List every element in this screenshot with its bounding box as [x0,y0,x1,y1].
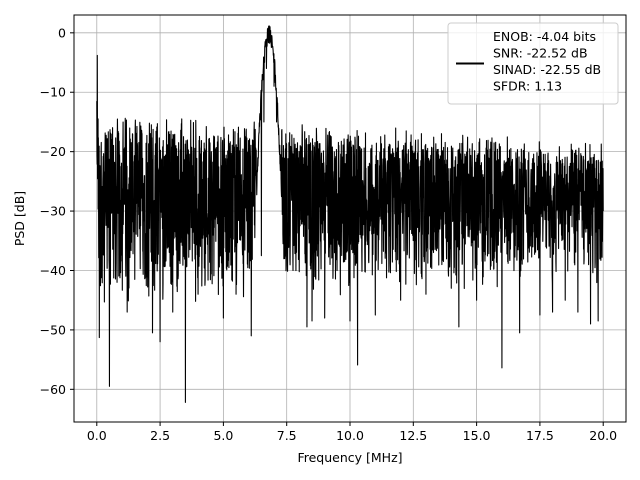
x-tick-label: 0.0 [87,428,107,443]
y-tick-label: 0 [58,25,66,40]
x-axis-label: Frequency [MHz] [297,450,402,465]
x-tick-label: 5.0 [213,428,233,443]
y-tick-label: −20 [40,144,66,159]
x-tick-label: 15.0 [463,428,491,443]
x-tick-label: 17.5 [526,428,554,443]
y-tick-label: −40 [40,263,66,278]
y-tick-label: −50 [40,322,66,337]
psd-series-line [96,25,604,403]
y-axis: 0 −10 −20 −30 −40 −50 −60 [40,25,74,397]
x-tick-label: 2.5 [150,428,170,443]
x-tick-label: 20.0 [589,428,617,443]
legend-box [447,22,619,105]
legend: ENOB: -4.04 bits SNR: -22.52 dB SINAD: -22… [447,22,619,105]
x-tick-label: 7.5 [277,428,297,443]
legend-label: ENOB: -4.04 bits SNR: -22.52 dB SINAD: -22… [493,29,601,94]
y-tick-label: −60 [40,382,66,397]
x-tick-label: 10.0 [336,428,364,443]
series-layer [96,25,604,403]
x-axis: 0.0 2.5 5.0 7.5 10.0 12.5 15.0 17.5 20.0 [87,422,617,443]
y-axis-label: PSD [dB] [12,191,27,246]
y-tick-label: −10 [40,85,66,100]
y-tick-label: −30 [40,204,66,219]
x-tick-label: 12.5 [399,428,427,443]
